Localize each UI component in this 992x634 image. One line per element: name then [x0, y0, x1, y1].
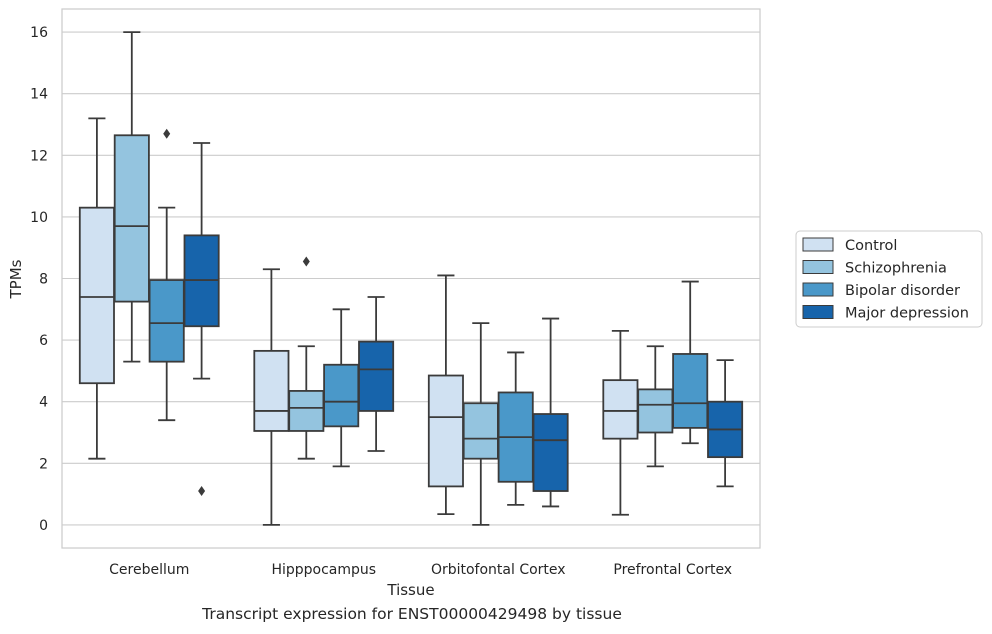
x-axis-label: Tissue: [386, 581, 434, 599]
legend-items: Control Schizophrenia Bipolar disorder Majo…: [802, 237, 969, 322]
y-tick-labels: 0 2 4 6 8 10 12 14 16: [30, 25, 48, 534]
legend-label: Bipolar disorder: [845, 283, 960, 299]
box-iqr: [637, 388, 674, 434]
x-tick-label-3: Orbitofontal Cortex: [431, 562, 566, 578]
legend-frame: [795, 230, 983, 328]
box-iqr: [358, 340, 395, 412]
box-iqr: [253, 349, 290, 432]
x-tick-label-4: Prefrontal Cortex: [613, 562, 732, 578]
legend-label: Schizophrenia: [845, 261, 947, 277]
box-iqr: [532, 413, 569, 492]
box-major-depression-4: [707, 359, 744, 488]
box-schizophrenia-4: [637, 345, 674, 468]
box-iqr: [148, 279, 185, 363]
y-tick-label-12: 12: [30, 148, 48, 164]
box-control-3: [427, 274, 464, 516]
y-tick-label-10: 10: [30, 210, 48, 226]
legend-item-schizophrenia: Schizophrenia: [802, 260, 947, 277]
box-plots: [78, 31, 744, 526]
legend-label: Control: [845, 238, 897, 254]
y-tick-label-2: 2: [39, 456, 48, 472]
x-tick-labels: Cerebellum Hipppocampus Orbitofontal Corte…: [109, 562, 732, 578]
box-bipolar-disorder-2: [323, 308, 360, 468]
y-tick-label-14: 14: [30, 87, 48, 103]
y-tick-label-0: 0: [39, 518, 48, 534]
box-iqr: [113, 134, 150, 303]
legend-swatch: [802, 260, 834, 274]
box-iqr: [78, 206, 115, 385]
x-tick-label-2: Hipppocampus: [271, 562, 376, 578]
x-tick-label-1: Cerebellum: [109, 562, 189, 578]
box-iqr: [602, 379, 639, 440]
legend-swatch: [802, 305, 834, 319]
box-iqr: [462, 402, 499, 460]
legend-label: Major depression: [845, 306, 969, 322]
box-bipolar-disorder-4: [672, 280, 709, 445]
y-tick-label-4: 4: [39, 395, 48, 411]
legend-item-bipolar-disorder: Bipolar disorder: [802, 282, 960, 299]
box-bipolar-disorder-3: [497, 351, 534, 506]
box-iqr: [427, 374, 464, 488]
y-tick-label-16: 16: [30, 25, 48, 41]
y-axis-label: TPMs: [7, 259, 25, 299]
plot-frame: [61, 8, 761, 549]
legend-item-major-depression: Major depression: [802, 305, 969, 322]
outlier-point-1: [163, 128, 171, 139]
box-bipolar-disorder-1: [148, 128, 185, 422]
y-tick-label-8: 8: [39, 272, 48, 288]
box-schizophrenia-1: [113, 31, 150, 363]
y-tick-label-6: 6: [39, 333, 48, 349]
box-major-depression-2: [358, 296, 395, 452]
legend-swatch: [802, 282, 834, 297]
box-schizophrenia-3: [462, 322, 499, 526]
box-iqr: [323, 363, 360, 428]
box-control-1: [78, 117, 115, 460]
legend-swatch: [802, 237, 834, 252]
box-control-4: [602, 329, 639, 516]
box-control-2: [253, 268, 290, 526]
box-iqr: [672, 353, 709, 429]
figure-caption: Transcript expression for ENST0000042949…: [202, 605, 622, 623]
box-major-depression-3: [532, 317, 569, 508]
box-iqr: [288, 390, 325, 432]
box-major-depression-1: [183, 142, 220, 497]
legend: Control Schizophrenia Bipolar disorder Majo…: [795, 230, 983, 328]
outlier-point-1: [198, 486, 206, 497]
legend-item-control: Control: [802, 237, 897, 254]
box-schizophrenia-2: [288, 256, 325, 460]
outlier-point-1: [302, 256, 310, 267]
